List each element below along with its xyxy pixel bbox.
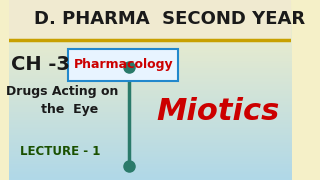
FancyBboxPatch shape	[9, 0, 291, 40]
FancyBboxPatch shape	[68, 49, 178, 81]
Text: D. PHARMA  SECOND YEAR: D. PHARMA SECOND YEAR	[34, 10, 305, 28]
Text: Drugs Acting on
   the  Eye: Drugs Acting on the Eye	[6, 85, 119, 116]
Text: CH -3: CH -3	[11, 55, 69, 74]
Text: LECTURE - 1: LECTURE - 1	[20, 145, 100, 158]
Text: Pharmacology: Pharmacology	[74, 58, 173, 71]
Text: Miotics: Miotics	[156, 97, 279, 126]
